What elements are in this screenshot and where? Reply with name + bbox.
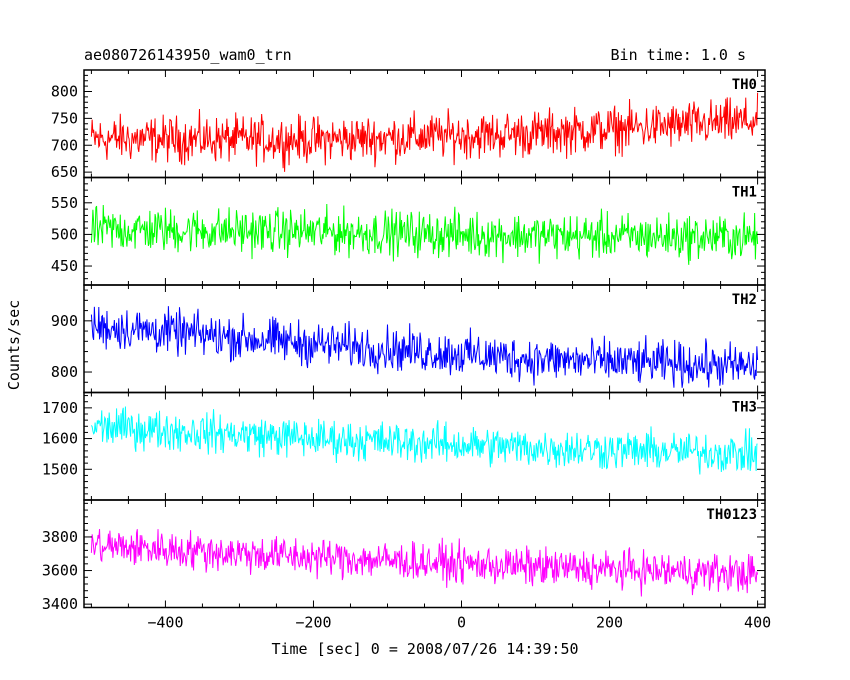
y-axis-label: Counts/sec [5,300,23,390]
panel-label-th2: TH2 [732,292,757,308]
x-tick-label: 400 [744,614,771,632]
y-tick-label: 900 [51,312,78,330]
series-line-th3 [90,406,758,475]
series-line-th2 [90,306,759,388]
y-tick-label: 3400 [42,595,78,613]
y-tick-label: 3600 [42,562,78,580]
y-tick-label: 1700 [42,399,78,417]
y-tick-label: 1500 [42,460,78,478]
x-tick-label: 0 [457,614,466,632]
chart-left-title: ae080726143950_wam0_trn [84,46,292,64]
y-tick-label: 650 [51,163,78,181]
panel-frame [83,69,766,179]
series-line-th0 [90,92,759,172]
y-tick-label: 800 [51,363,78,381]
panel-label-th3: TH3 [732,400,757,416]
y-tick-label: 800 [51,83,78,101]
y-tick-label: 700 [51,136,78,154]
panel-label-th0: TH0 [732,77,757,93]
x-tick-label: −400 [147,614,183,632]
chart-right-title: Bin time: 1.0 s [611,46,746,64]
y-tick-label: 1600 [42,430,78,448]
y-tick-label: 500 [51,225,78,243]
panel-th1: 450 500 550 TH1 [51,176,766,286]
x-axis-label: Time [sec] 0 = 2008/07/26 14:39:50 [271,640,578,658]
x-tick-label: −200 [295,614,331,632]
y-tick-label: 550 [51,194,78,212]
panel-label-th0123: TH0123 [706,507,757,523]
x-tick-labels: −400 −200 0 200 400 [147,614,771,632]
panel-frame [83,499,766,609]
x-tick-label: 200 [596,614,623,632]
y-tick-label: 3800 [42,528,78,546]
panel-th0: 650 700 750 800 TH0 [51,69,766,181]
panel-th0123: 3400 3600 3800 TH0123 [42,499,766,613]
panel-label-th1: TH1 [732,185,757,201]
panels-group: 650 700 750 800 TH0 450 500 550 TH1 800 900 TH2 1500… [42,69,766,613]
panel-th3: 1500 1600 1700 TH3 [42,391,766,501]
series-line-th1 [90,204,759,265]
y-tick-label: 750 [51,109,78,127]
series-line-th0123 [90,529,759,597]
panel-th2: 800 900 TH2 [51,284,766,394]
y-tick-label: 450 [51,257,78,275]
